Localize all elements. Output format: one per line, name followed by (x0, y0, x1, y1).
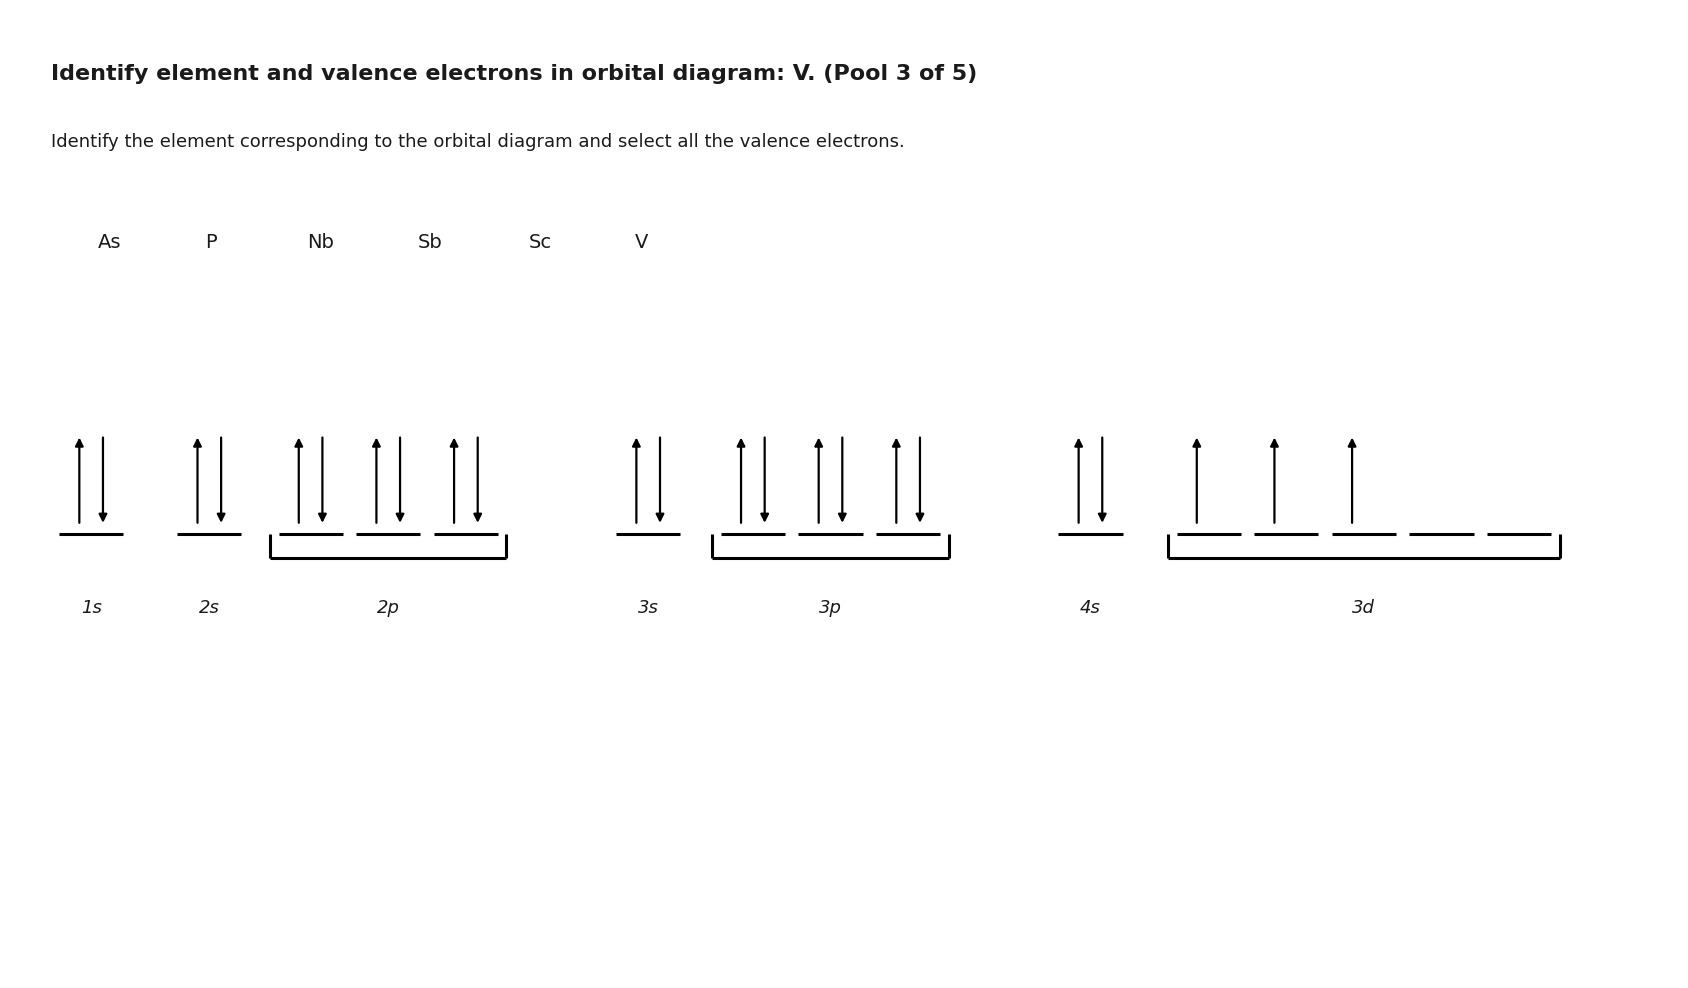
Text: 3d: 3d (1352, 599, 1376, 617)
Text: Sb: Sb (419, 232, 442, 252)
Text: Identify element and valence electrons in orbital diagram: V. (Pool 3 of 5): Identify element and valence electrons i… (51, 64, 977, 84)
Text: 4s: 4s (1080, 599, 1101, 617)
Text: Sc: Sc (528, 232, 552, 252)
Text: V: V (635, 232, 648, 252)
Text: Identify the element corresponding to the orbital diagram and select all the val: Identify the element corresponding to th… (51, 133, 905, 151)
Text: 2s: 2s (199, 599, 219, 617)
Text: Nb: Nb (307, 232, 334, 252)
Text: 3s: 3s (638, 599, 658, 617)
Text: 2p: 2p (376, 599, 400, 617)
Text: P: P (206, 232, 216, 252)
Text: 1s: 1s (81, 599, 101, 617)
Text: As: As (98, 232, 122, 252)
Text: 3p: 3p (819, 599, 842, 617)
